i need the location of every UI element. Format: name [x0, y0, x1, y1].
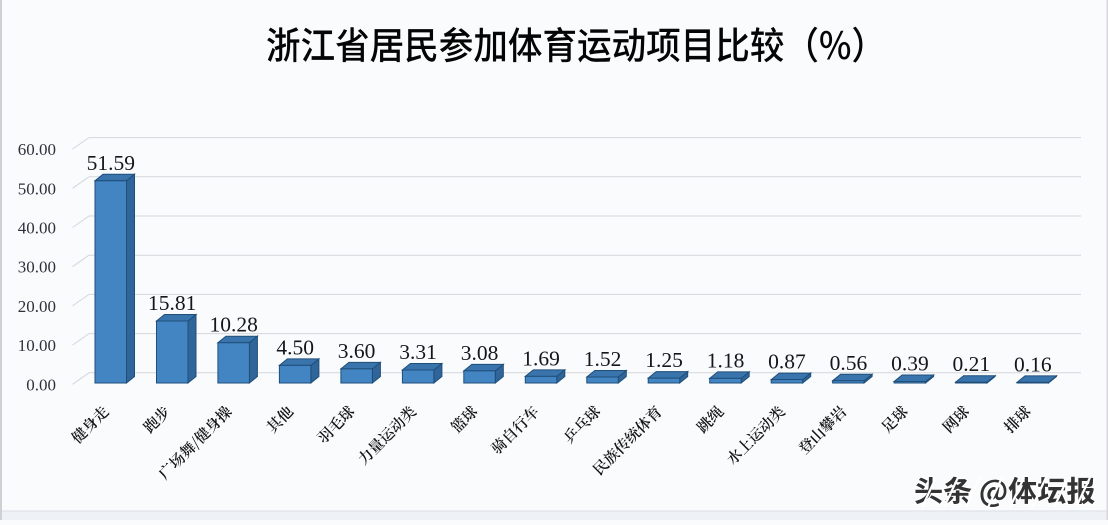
svg-text:0.21: 0.21 [952, 352, 990, 376]
svg-text:20.00: 20.00 [18, 297, 56, 316]
svg-text:0.39: 0.39 [891, 352, 929, 376]
svg-text:4.50: 4.50 [276, 335, 314, 359]
svg-text:50.00: 50.00 [18, 179, 56, 198]
svg-text:1.52: 1.52 [584, 347, 622, 371]
svg-text:1.18: 1.18 [707, 348, 745, 372]
svg-text:1.69: 1.69 [522, 346, 560, 370]
svg-text:3.08: 3.08 [461, 341, 499, 365]
svg-text:0.00: 0.00 [26, 375, 56, 394]
svg-text:0.87: 0.87 [768, 350, 806, 374]
svg-text:30.00: 30.00 [18, 258, 56, 277]
svg-text:3.31: 3.31 [399, 340, 437, 364]
svg-text:3.60: 3.60 [338, 339, 376, 363]
svg-text:15.81: 15.81 [148, 291, 196, 315]
svg-text:40.00: 40.00 [18, 219, 56, 238]
svg-text:10.28: 10.28 [210, 313, 258, 337]
svg-text:0.16: 0.16 [1014, 352, 1052, 376]
svg-text:51.59: 51.59 [87, 151, 135, 175]
svg-text:0.56: 0.56 [830, 351, 868, 375]
svg-text:1.25: 1.25 [645, 348, 683, 372]
svg-text:10.00: 10.00 [18, 336, 56, 355]
svg-text:60.00: 60.00 [18, 140, 56, 159]
